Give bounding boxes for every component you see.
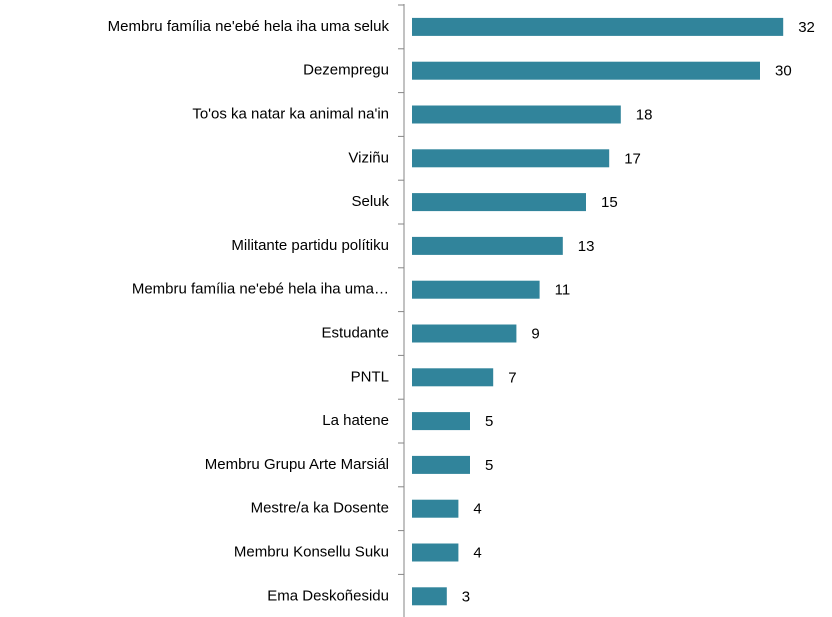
value-label: 17	[624, 150, 641, 167]
value-label: 3	[462, 588, 470, 605]
category-label: Membru família ne'ebé hela iha uma…	[132, 281, 389, 298]
value-label: 15	[601, 194, 618, 211]
category-label: Dezempregu	[303, 62, 389, 79]
category-label: Estudante	[321, 324, 389, 341]
bar	[412, 412, 470, 431]
bar	[412, 543, 459, 562]
bar	[412, 236, 563, 255]
bar	[412, 17, 784, 36]
value-label: 4	[473, 501, 481, 518]
value-label: 5	[485, 413, 493, 430]
bar	[412, 149, 610, 168]
value-label: 7	[508, 369, 516, 386]
value-label: 13	[578, 238, 595, 255]
bar	[412, 280, 540, 299]
value-label: 5	[485, 457, 493, 474]
bar	[412, 324, 517, 343]
category-label: Seluk	[351, 193, 389, 210]
bar	[412, 455, 470, 474]
value-label: 4	[473, 544, 481, 561]
category-label: To'os ka natar ka animal na'in	[192, 105, 389, 122]
category-label: Membru Konsellu Suku	[234, 543, 389, 560]
value-label: 11	[555, 282, 571, 299]
value-label: 32	[798, 19, 815, 36]
bar	[412, 499, 459, 518]
category-label: Viziñu	[348, 149, 389, 166]
value-label: 9	[531, 325, 539, 342]
value-label: 18	[636, 106, 653, 123]
bar	[412, 587, 447, 606]
bar	[412, 61, 760, 80]
category-label: La hatene	[322, 412, 389, 429]
value-label: 30	[775, 63, 792, 80]
category-label: Membru Grupu Arte Marsiál	[205, 456, 389, 473]
category-label: Membru família ne'ebé hela iha uma seluk	[108, 18, 390, 35]
bar	[412, 193, 586, 212]
category-label: Mestre/a ka Dosente	[251, 500, 389, 517]
category-label: Militante partidu polítiku	[231, 237, 389, 254]
category-label: PNTL	[351, 368, 389, 385]
category-label: Ema Deskoñesidu	[267, 587, 389, 604]
bar	[412, 368, 494, 387]
bar	[412, 105, 621, 124]
